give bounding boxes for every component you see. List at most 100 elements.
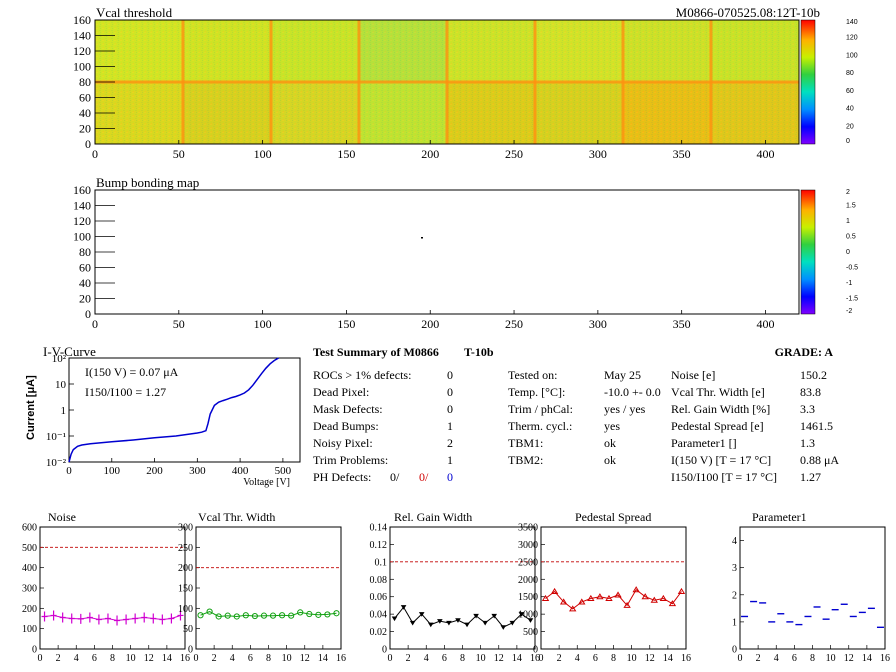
summary-label: ROCs > 1% defects: — [313, 368, 411, 382]
y-tick-label: 100 — [73, 60, 91, 74]
palette-tick-label: 2 — [846, 189, 850, 196]
roc-point — [242, 612, 249, 619]
summary-label: Mask Defects: — [313, 402, 383, 416]
module-label: M0866-070525.08:12T-10b — [676, 5, 820, 20]
roc-x-tick-label: 16 — [180, 653, 190, 664]
roc-x-tick-label: 2 — [557, 653, 562, 664]
y-tick-label: 140 — [73, 29, 91, 43]
x-tick-label: 150 — [337, 317, 355, 331]
bump-palette — [800, 189, 816, 315]
roc-x-tick-label: 10 — [627, 653, 637, 664]
summary-value: 0 — [447, 368, 453, 382]
iv-x-tick-label: 400 — [232, 465, 249, 477]
ph-defects-row: PH Defects: 0/ 0/ 0 — [313, 470, 453, 484]
dead-bump-marker — [421, 237, 423, 239]
roc-point — [324, 611, 331, 618]
measurement-label: I150/I100 [T = 17 °C] — [671, 470, 777, 484]
roc-y-tick-label: 1 — [732, 617, 737, 628]
roc-y-tick-label: 3500 — [518, 523, 538, 534]
x-tick-label: 250 — [505, 317, 523, 331]
palette-tick-label: -1 — [846, 280, 852, 287]
roc-point — [177, 610, 184, 621]
roc-point — [500, 625, 507, 630]
roc-y-tick-label: 150 — [178, 584, 193, 595]
condition-label: TBM2: — [508, 453, 543, 467]
roc-edge — [95, 80, 799, 84]
roc-plot-title: Pedestal Spread — [575, 510, 651, 524]
roc-point — [437, 619, 443, 624]
condition-label: Tested on: — [508, 368, 557, 382]
roc-point — [482, 620, 488, 626]
roc-point — [278, 612, 286, 619]
roc-x-tick-label: 0 — [738, 653, 743, 664]
iv-x-tick-label: 100 — [104, 465, 121, 477]
roc-x-tick-label: 12 — [300, 653, 310, 664]
palette-tick-label: -1.5 — [846, 296, 858, 303]
roc-point — [95, 614, 102, 625]
x-tick-label: 350 — [673, 147, 691, 161]
palette-tick-label: 1 — [846, 218, 850, 225]
iv-annotation-ratio: I150/I100 = 1.27 — [85, 385, 166, 399]
y-tick-label: 80 — [79, 245, 91, 259]
roc-y-tick-label: 1000 — [518, 610, 538, 621]
measurement-label: Pedestal Spread [e] — [671, 419, 764, 433]
y-tick-label: 40 — [79, 106, 91, 120]
roc-point — [159, 614, 166, 625]
bump-palette-ticks: -2 -1.5 -1 -0.5 0 0.5 1 1.5 2 — [846, 189, 858, 315]
roc-point — [59, 612, 66, 623]
bump-map-frame — [94, 189, 800, 315]
x-tick-label: 400 — [756, 317, 774, 331]
roc-point — [518, 612, 525, 617]
y-tick-label: 140 — [73, 199, 91, 213]
roc-point — [659, 594, 668, 601]
measurement-label: Noise [e] — [671, 368, 715, 382]
roc-x-tick-label: 8 — [810, 653, 815, 664]
roc-point — [297, 609, 304, 616]
roc-y-tick-label: 300 — [178, 523, 193, 534]
roc-y-tick-label: 0.04 — [370, 610, 388, 621]
x-tick-label: 0 — [92, 147, 98, 161]
iv-y-tick-label: 1 — [61, 405, 67, 417]
measurement-value: 83.8 — [800, 385, 821, 399]
y-tick-label: 20 — [79, 292, 91, 306]
roc-series-line — [545, 588, 682, 610]
roc-point — [527, 618, 534, 623]
roc-y-tick-label: 600 — [22, 523, 37, 534]
condition-label: Trim / phCal: — [508, 402, 573, 416]
roc-point — [288, 612, 295, 619]
y-tick-label: 60 — [79, 261, 91, 275]
iv-y-tick-label: 10 — [55, 379, 67, 391]
roc-y-tick-label: 1500 — [518, 592, 538, 603]
roc-y-tick-label: 500 — [523, 627, 538, 638]
roc-x-tick-label: 16 — [880, 653, 890, 664]
roc-plot-title: Vcal Thr. Width — [198, 510, 275, 524]
palette-tick-label: 0.5 — [846, 234, 856, 241]
summary-label: Trim Problems: — [313, 453, 388, 467]
summary-trim-label: T-10b — [464, 345, 494, 359]
roc-point — [269, 612, 277, 619]
palette-tick-label: 120 — [846, 35, 858, 42]
roc-point — [587, 594, 595, 601]
roc-y-tick-label: 2000 — [518, 575, 538, 586]
roc-x-tick-label: 14 — [512, 653, 522, 664]
roc-x-tick-label: 12 — [844, 653, 854, 664]
y-tick-label: 60 — [79, 91, 91, 105]
roc-point — [168, 613, 175, 624]
roc-x-tick-label: 4 — [74, 653, 79, 664]
roc-y-tick-label: 0.02 — [370, 627, 388, 638]
roc-point — [596, 593, 604, 600]
measurement-value: 3.3 — [800, 402, 815, 416]
ph-defects-v2: 0/ — [419, 470, 429, 484]
iv-x-tick-label: 300 — [189, 465, 206, 477]
roc-point — [541, 594, 550, 601]
iv-xlabel: Voltage [V] — [243, 477, 290, 488]
grade: GRADE: A — [775, 345, 834, 359]
roc-point — [455, 618, 461, 623]
roc-point — [509, 620, 516, 626]
ph-defects-label: PH Defects: — [313, 470, 371, 484]
vcal-map-cells — [95, 20, 799, 144]
